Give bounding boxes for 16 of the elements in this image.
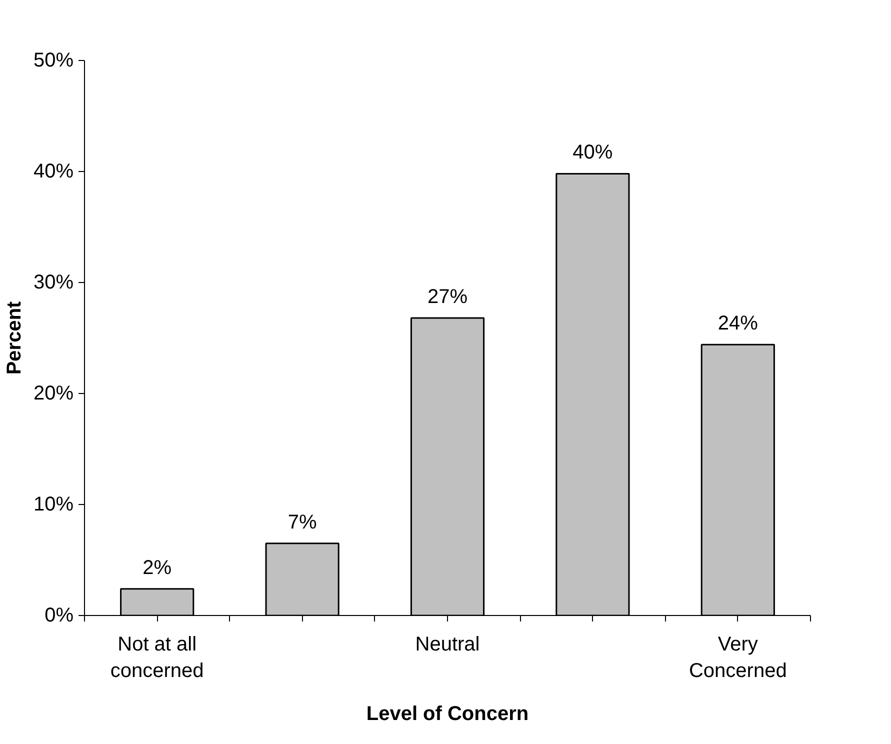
y-tick-label: 0%	[44, 604, 74, 626]
data-label: 7%	[288, 511, 317, 534]
y-tick-label: 30%	[33, 272, 74, 294]
x-tick-label: Not at all concerned	[110, 634, 204, 682]
x-axis-title: Level of Concern	[366, 702, 529, 725]
x-tick-label: Neutral	[415, 634, 480, 656]
y-tick-label: 20%	[33, 382, 74, 404]
data-label: 24%	[718, 312, 758, 335]
y-tick-label: 40%	[33, 160, 74, 182]
data-label: 40%	[572, 142, 613, 164]
x-tick-label: Very Concerned	[688, 634, 787, 682]
data-label: 2%	[142, 556, 172, 579]
y-tick-label: 50%	[33, 50, 74, 72]
y-axis-title: Percent	[3, 300, 26, 375]
y-tick-label: 10%	[33, 494, 74, 516]
data-label: 27%	[427, 286, 468, 308]
